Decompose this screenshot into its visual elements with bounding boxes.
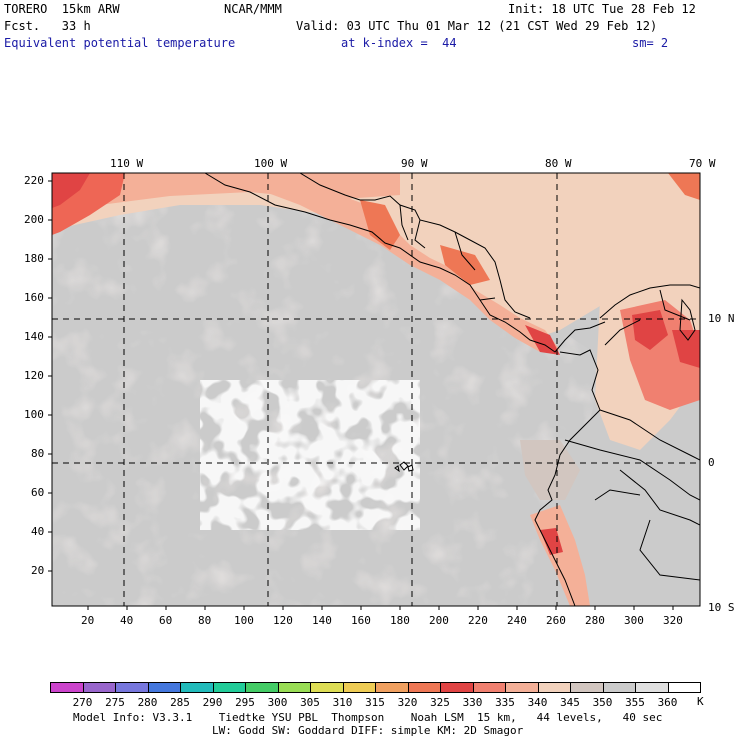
colorbar-swatch — [440, 682, 474, 693]
y-tick: 160 — [24, 291, 44, 304]
lon-label-80w: 80 W — [545, 157, 572, 170]
colorbar-level-label: 310 — [332, 696, 353, 709]
colorbar-swatch — [635, 682, 669, 693]
colorbar-swatch — [115, 682, 149, 693]
colorbar-level-label: 355 — [625, 696, 645, 709]
physics-info: LW: Godd SW: Goddard DIFF: simple KM: 2D… — [212, 724, 524, 737]
colorbar-swatch — [82, 682, 116, 693]
x-tick: 200 — [429, 614, 449, 627]
colorbar-level-label: 315 — [365, 696, 385, 709]
lon-label-90w: 90 W — [401, 157, 428, 170]
colorbar-level-label: 270 — [72, 696, 93, 709]
lat-label-10s: 10 S — [708, 601, 735, 614]
x-tick: 180 — [390, 614, 410, 627]
model-info: Model Info: V3.3.1 Tiedtke YSU PBL Thomp… — [73, 711, 663, 724]
y-tick: 140 — [24, 330, 44, 343]
colorbar-level-label: 340 — [527, 696, 548, 709]
colorbar-swatch — [147, 682, 181, 693]
valid-time: Valid: 03 UTC Thu 01 Mar 12 (21 CST Wed … — [296, 19, 658, 33]
y-tick: 180 — [24, 252, 44, 265]
temperature-field — [52, 173, 700, 606]
x-tick: 80 — [198, 614, 212, 627]
colorbar-swatch — [277, 682, 311, 693]
colorbar-level-label: 350 — [592, 696, 613, 709]
colorbar-level-label: 330 — [462, 696, 483, 709]
y-tick: 80 — [31, 447, 45, 460]
y-tick: 40 — [31, 525, 45, 538]
smoothing-label: sm= 2 — [632, 36, 669, 50]
colorbar-swatch — [310, 682, 344, 693]
colorbar-unit: K — [697, 695, 704, 708]
forecast-hour: Fcst. 33 h — [4, 19, 91, 33]
colorbar-level-label: 285 — [170, 696, 190, 709]
colorbar-level-label: 300 — [267, 696, 288, 709]
colorbar-level-label: 275 — [105, 696, 125, 709]
tick-marks — [48, 180, 674, 610]
colorbar-swatch — [505, 682, 539, 693]
colorbar-level-label: 360 — [657, 696, 678, 709]
colorbar-swatch — [375, 682, 409, 693]
colorbar-level-label: 335 — [495, 696, 515, 709]
x-tick: 300 — [624, 614, 644, 627]
colorbar-level-label: 305 — [300, 696, 320, 709]
colorbar-level-label: 320 — [397, 696, 418, 709]
x-tick: 220 — [468, 614, 488, 627]
x-tick: 40 — [120, 614, 134, 627]
lon-label-70w: 70 W — [689, 157, 716, 170]
y-tick: 100 — [24, 408, 44, 421]
lon-label-100w: 100 W — [254, 157, 288, 170]
colorbar-swatch — [407, 682, 441, 693]
y-tick: 200 — [24, 213, 44, 226]
colorbar-swatch — [537, 682, 571, 693]
map-frame — [51, 172, 701, 607]
colorbar-swatch — [180, 682, 214, 693]
colorbar-swatch — [50, 682, 84, 693]
x-tick: 280 — [585, 614, 605, 627]
init-time: Init: 18 UTC Tue 28 Feb 12 — [508, 2, 696, 16]
colorbar-swatch — [602, 682, 636, 693]
level-label: at k-index = 44 — [341, 36, 457, 50]
x-tick: 20 — [81, 614, 95, 627]
lat-lon-grid — [52, 173, 700, 606]
colorbar-level-label: 325 — [430, 696, 450, 709]
lat-label-0: 0 — [708, 456, 715, 469]
x-tick: 260 — [546, 614, 566, 627]
x-tick: 320 — [663, 614, 683, 627]
x-tick: 240 — [507, 614, 527, 627]
x-tick: 60 — [159, 614, 173, 627]
lon-label-110w: 110 W — [110, 157, 144, 170]
model-name: TORERO 15km ARW — [4, 2, 120, 16]
y-tick: 20 — [31, 564, 45, 577]
y-tick: 60 — [31, 486, 45, 499]
center-name: NCAR/MMM — [224, 2, 282, 16]
colorbar-swatch — [667, 682, 701, 693]
colorbar-swatch — [342, 682, 376, 693]
colorbar-level-label: 345 — [560, 696, 580, 709]
colorbar-level-label: 295 — [235, 696, 255, 709]
colorbar-level-label: 280 — [137, 696, 158, 709]
x-tick: 120 — [273, 614, 293, 627]
colorbar-swatch — [472, 682, 506, 693]
y-tick: 120 — [24, 369, 44, 382]
field-name: Equivalent potential temperature — [4, 36, 236, 50]
colorbar-swatch — [212, 682, 246, 693]
x-tick: 140 — [312, 614, 332, 627]
colorbar-swatch — [570, 682, 604, 693]
colorbar-swatch — [245, 682, 279, 693]
lat-label-10n: 10 N — [708, 312, 735, 325]
colorbar-level-label: 290 — [202, 696, 223, 709]
y-tick: 220 — [24, 174, 44, 187]
x-tick: 100 — [234, 614, 254, 627]
x-tick: 160 — [351, 614, 371, 627]
